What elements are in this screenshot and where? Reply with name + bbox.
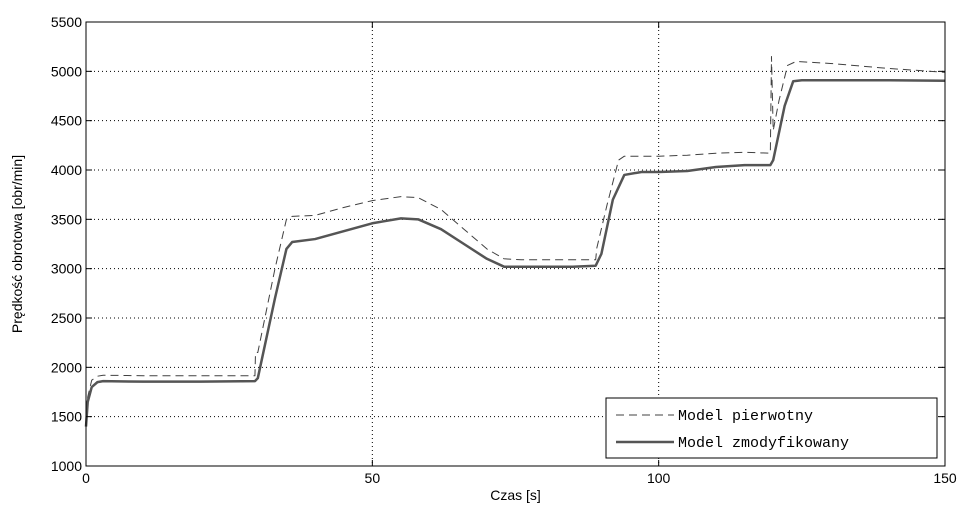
tick-labels: 0 50 100 150 1000 1500 2000 2500 3000 3500 4000 450…	[51, 14, 957, 486]
y-tick-label: 3500	[51, 211, 82, 227]
y-axis-label: Prędkość obrotowa [obr/min]	[9, 155, 25, 333]
x-tick-label: 50	[365, 470, 381, 486]
y-tick-label: 2000	[51, 359, 82, 375]
plot-area	[86, 22, 945, 466]
plot-frame	[85, 21, 946, 467]
y-tick-label: 1500	[51, 409, 82, 425]
legend-box	[605, 397, 938, 459]
y-tick-label: 4500	[51, 113, 82, 129]
legend: Model pierwotny Model zmodyfikowany	[605, 397, 938, 459]
y-tick-label: 5500	[51, 14, 82, 30]
y-tick-label: 3000	[51, 261, 82, 277]
y-tick-label: 4000	[51, 162, 82, 178]
y-tick-label: 2500	[51, 310, 82, 326]
legend-label-model-zmodyfikowany: Model zmodyfikowany	[678, 435, 849, 452]
axis-ticks	[85, 21, 946, 467]
x-tick-label: 150	[933, 470, 957, 486]
x-tick-label: 0	[82, 470, 90, 486]
y-tick-label: 5000	[51, 63, 82, 79]
legend-label-model-pierwotny: Model pierwotny	[678, 408, 813, 425]
series-line-model-pierwotny	[85, 56, 946, 425]
series-line-model-zmodyfikowany	[84, 78, 946, 427]
x-tick-label: 100	[647, 470, 671, 486]
y-tick-label: 1000	[51, 458, 82, 474]
series-lines	[84, 56, 946, 427]
x-axis-label: Czas [s]	[490, 487, 541, 503]
